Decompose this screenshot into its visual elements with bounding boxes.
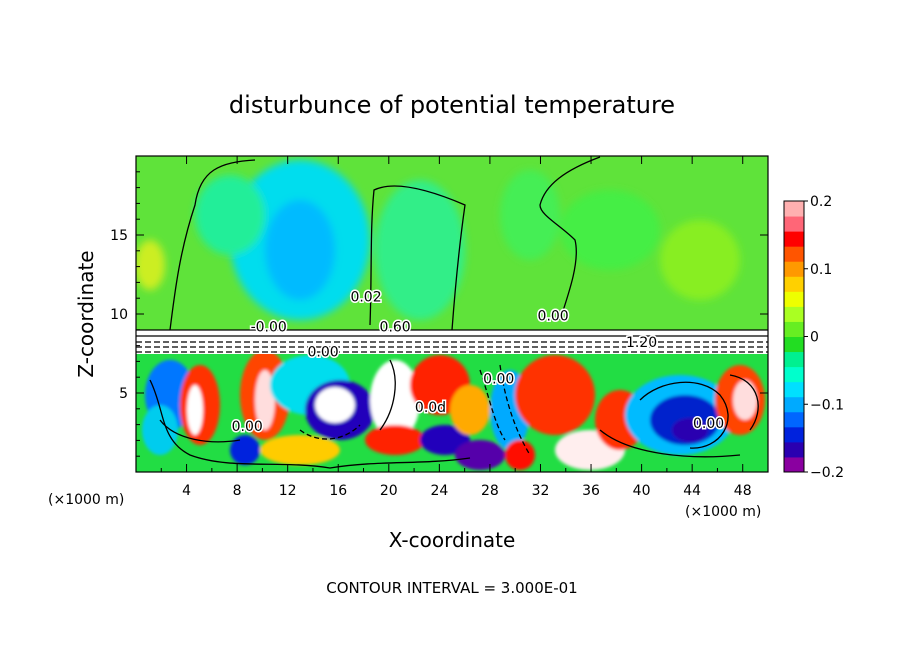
colorbar-tick-label: −0.2 — [810, 465, 844, 481]
colorbar-swatch — [784, 381, 804, 398]
colorbar-swatch — [784, 456, 804, 473]
x-tick-label: 8 — [233, 483, 242, 499]
colorbar-swatch — [784, 306, 804, 322]
x-axis-label: X-coordinate — [389, 528, 516, 552]
x-tick-label: 28 — [481, 483, 499, 499]
colorbar-swatch — [784, 216, 804, 232]
x-unit-label-right: (×1000 m) — [685, 504, 761, 520]
contour-interval-note: CONTOUR INTERVAL = 3.000E-01 — [326, 579, 577, 597]
y-axis: 5 10 15 — [110, 171, 768, 457]
x-tick-label: 44 — [683, 483, 701, 499]
colorbar-tick-label: 0.2 — [810, 194, 832, 210]
x-tick-label: 4 — [182, 483, 191, 499]
colorbar-swatch — [784, 351, 804, 368]
colorbar-tick-label: −0.1 — [810, 397, 844, 413]
colorbar-swatch — [784, 396, 804, 413]
contour-label: 0.00 — [232, 419, 263, 435]
x-tick-label: 36 — [582, 483, 600, 499]
contour-labels: 0.00 -0.00 0.02 0.60 0.00 0.0d 0.00 0.00 1.20 0.0… — [230, 288, 726, 437]
heatmap-field — [136, 156, 768, 472]
colorbar-tick-label: 0 — [810, 330, 819, 346]
contour-lines — [136, 156, 768, 469]
y-tick-label: 15 — [110, 228, 128, 244]
x-unit-label-left: (×1000 m) — [48, 492, 124, 508]
contour-label: 0.00 — [693, 416, 724, 432]
colorbar-swatch — [784, 246, 804, 262]
colorbar-swatch — [784, 336, 804, 353]
colorbar-tick-label: 0.1 — [810, 262, 832, 278]
colorbar: 0.2 0.1 0 −0.1 −0.2 — [783, 194, 844, 481]
x-tick-label: 40 — [633, 483, 651, 499]
contour-label: 0.00 — [483, 372, 514, 388]
x-tick-label: 16 — [329, 483, 347, 499]
y-tick-label: 5 — [119, 386, 128, 402]
contour-label: 0.02 — [350, 289, 381, 305]
colorbar-swatch — [784, 291, 804, 307]
colorbar-swatch — [784, 276, 804, 292]
contour-label: 0.0d — [415, 400, 446, 416]
contour-label: 0.00 — [538, 308, 569, 324]
colorbar-swatch — [784, 231, 804, 247]
contour-label: -0.00 — [251, 319, 287, 335]
x-axis: 4 8 12 16 20 24 28 32 36 40 44 48 — [160, 156, 752, 499]
contour-label: 1.20 — [626, 335, 657, 351]
colorbar-swatch — [784, 441, 804, 458]
colorbar-swatch — [784, 321, 804, 337]
colorbar-swatch — [784, 201, 804, 217]
y-axis-label: Z-coordinate — [74, 250, 98, 377]
contour-label: 0.00 — [307, 345, 338, 361]
chart-title: disturbunce of potential temperature — [229, 91, 675, 119]
colorbar-swatch — [784, 366, 804, 383]
x-tick-label: 32 — [532, 483, 550, 499]
colorbar-swatch — [784, 411, 804, 428]
x-tick-label: 20 — [380, 483, 398, 499]
x-tick-label: 12 — [279, 483, 297, 499]
x-tick-label: 24 — [430, 483, 448, 499]
contour-label: 0.60 — [380, 319, 411, 335]
y-tick-label: 10 — [110, 307, 128, 323]
x-tick-label: 48 — [734, 483, 752, 499]
colorbar-swatch — [784, 426, 804, 443]
colorbar-swatch — [784, 261, 804, 277]
